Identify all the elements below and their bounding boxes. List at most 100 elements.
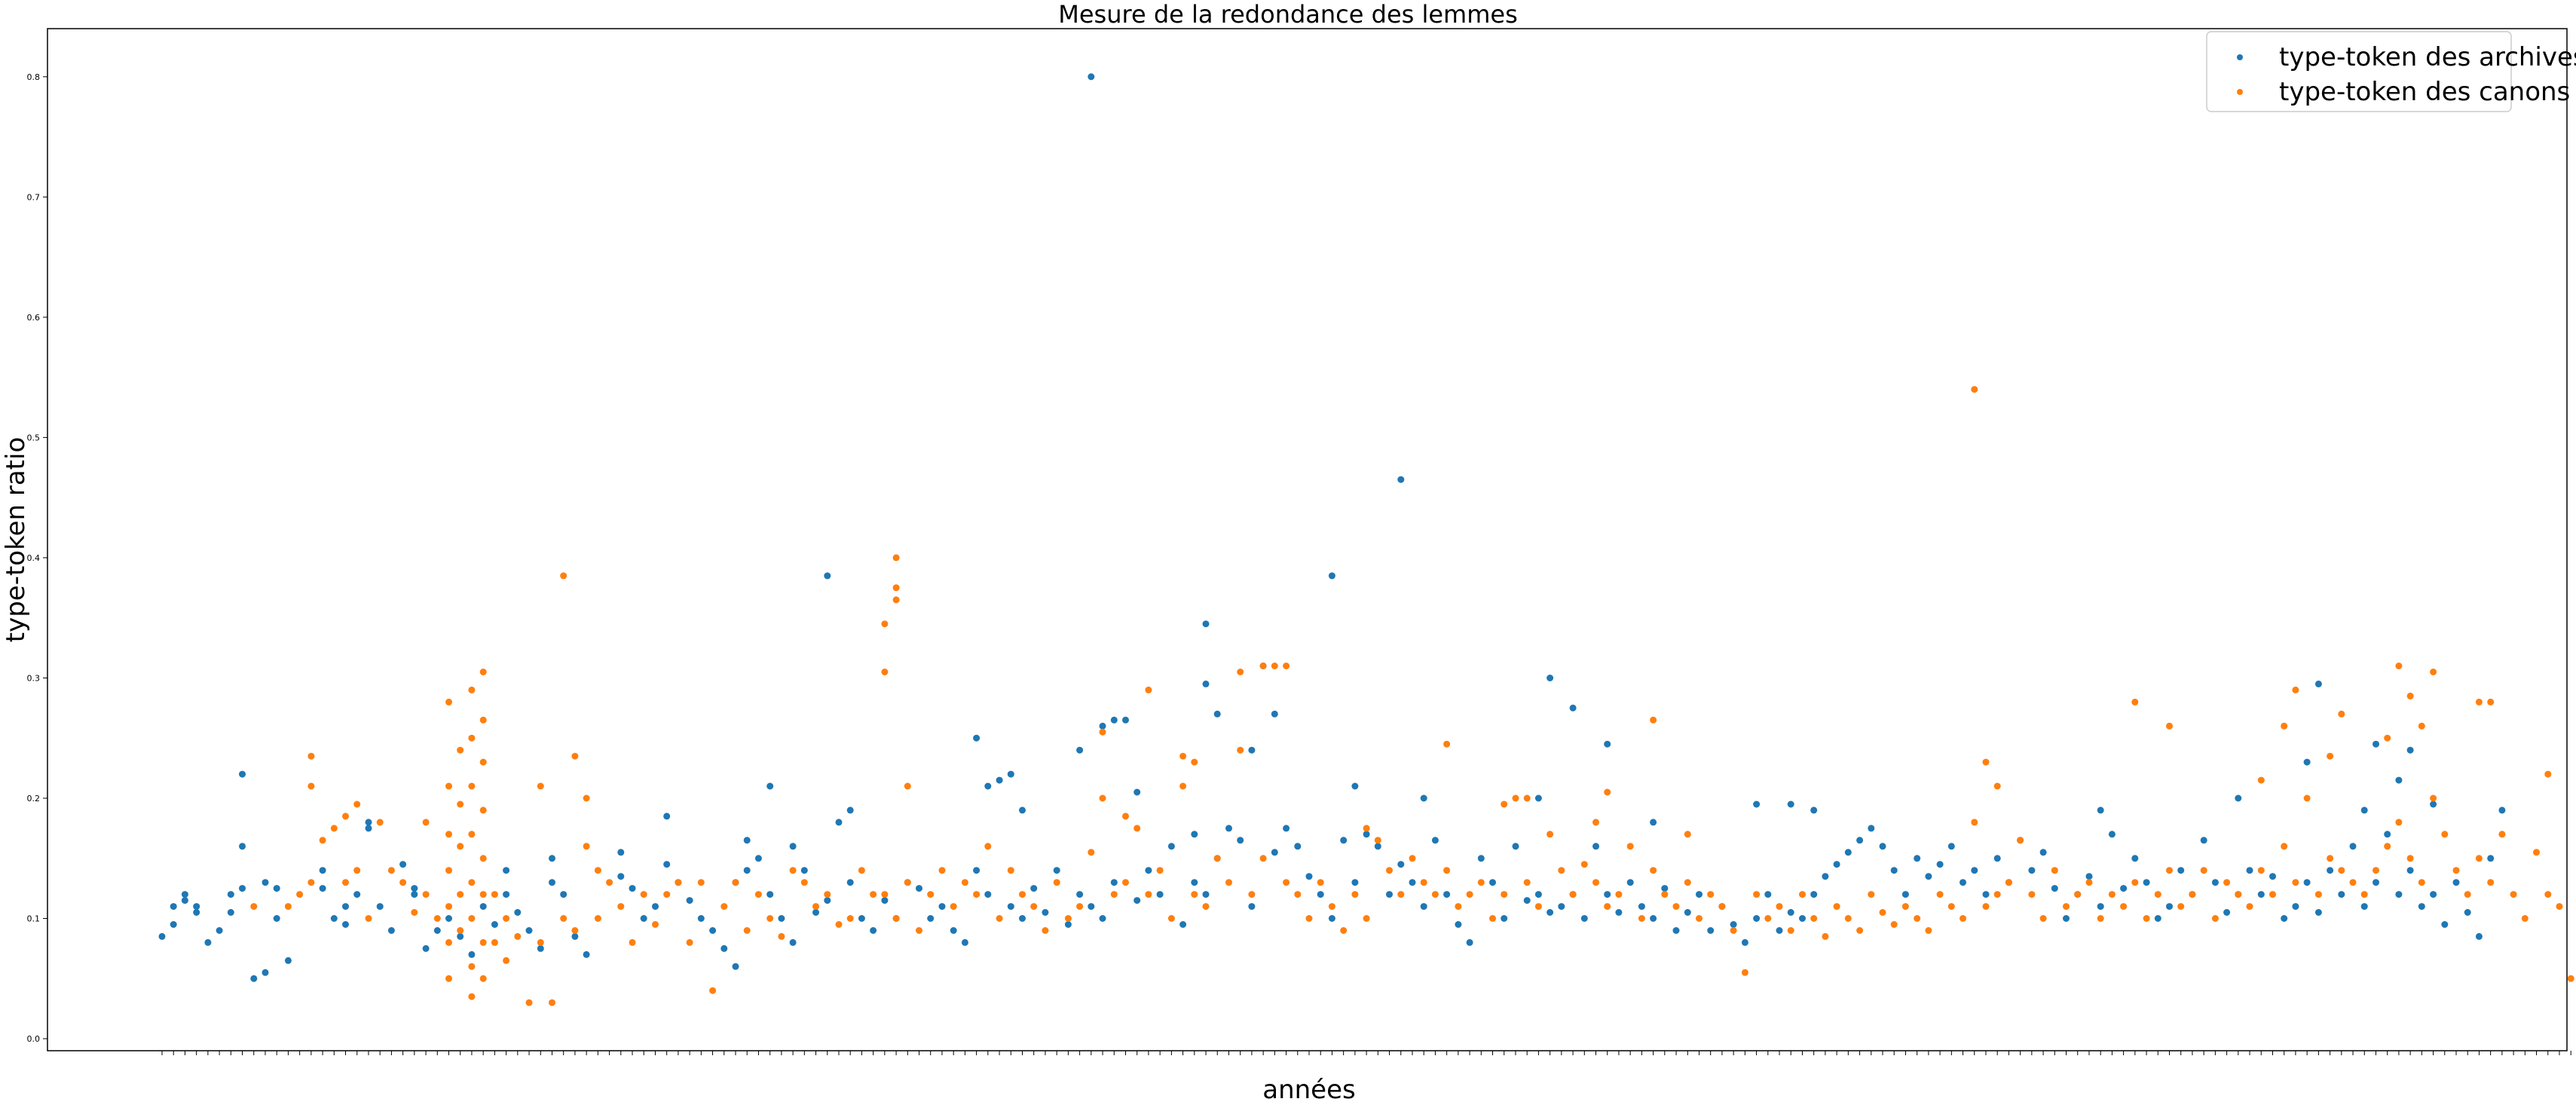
data-point [583,843,590,850]
data-point [1501,915,1508,922]
data-point [284,903,292,911]
y-axis: 0.0 0.1 0.2 0.3 0.4 0.5 0.6 0.7 0.8 [27,72,47,1044]
data-point [1340,837,1348,844]
data-point [2314,891,2322,898]
data-point [227,909,234,916]
data-point [158,932,166,940]
data-point [938,867,946,874]
data-point [1707,927,1715,934]
data-point [2154,891,2161,898]
data-point [457,746,464,754]
data-point [387,927,395,934]
data-point [537,944,544,952]
data-point [1283,879,1290,886]
data-point [1558,867,1565,874]
data-point [342,813,349,820]
data-point [2200,837,2207,844]
data-point [1225,879,1232,886]
data-point [2051,885,2058,892]
data-point [927,891,935,898]
data-point [1512,843,1519,850]
data-point [1328,572,1335,580]
data-point [1351,891,1359,898]
data-point [812,909,819,916]
data-point [560,572,568,580]
data-point [1764,915,1772,922]
data-point [2120,885,2128,892]
data-point [1661,885,1669,892]
data-point [743,837,751,844]
data-point [1993,855,2001,862]
data-point [1810,891,1818,898]
data-point [411,909,418,916]
data-point [881,891,889,898]
data-point [2235,794,2242,802]
data-point [904,782,911,790]
data-point [1397,861,1405,868]
data-point [1019,891,1026,898]
data-point [1615,891,1623,898]
data-point [812,903,819,911]
data-point [2498,831,2506,838]
data-point [1534,903,1542,911]
data-point [250,903,258,911]
data-point [675,879,682,886]
data-point [1741,938,1748,946]
data-point [916,885,922,892]
data-point [2028,891,2036,898]
data-point [1420,794,1427,802]
x-axis [161,1051,2571,1055]
data-point [1960,915,1966,922]
data-point [1156,891,1164,898]
data-point [778,915,785,922]
data-point [1569,891,1577,898]
data-point [1982,758,1990,766]
data-point [2211,879,2219,886]
data-point [468,686,476,693]
data-point [1202,680,1210,687]
data-point [732,963,739,970]
data-point [2303,879,2311,886]
data-point [1799,891,1806,898]
data-point [1753,800,1761,808]
data-point [2246,867,2253,874]
data-point [422,891,430,898]
data-point [2166,867,2173,874]
data-point [1237,669,1244,675]
data-point [525,927,533,934]
data-point [617,903,625,911]
data-point [503,956,510,964]
data-point [1443,891,1451,898]
data-point [514,909,522,916]
data-point [1925,873,1932,880]
data-point [1650,716,1657,724]
data-point [1397,891,1405,898]
data-point [1592,843,1599,850]
data-point [1237,746,1244,754]
data-point [2074,891,2082,898]
data-point [2498,807,2506,814]
data-point [2017,837,2024,844]
data-point [1409,855,1416,862]
data-point [1374,837,1381,844]
y-tick-label: 0.8 [27,72,41,82]
data-point [1879,909,1886,916]
data-point [1604,891,1611,898]
data-point [1879,843,1886,850]
data-point [1650,867,1657,874]
data-point [1914,855,1921,862]
data-point [1856,837,1864,844]
data-point [1604,740,1611,748]
data-point [2028,867,2036,874]
data-point [1042,927,1049,934]
data-point [2406,867,2414,874]
data-point [2338,891,2345,898]
data-point [1363,915,1370,922]
data-point [1592,819,1599,826]
data-point [1914,915,1921,922]
data-point [892,915,900,922]
data-point [491,921,498,928]
data-point [2418,722,2425,730]
data-point [411,891,418,898]
